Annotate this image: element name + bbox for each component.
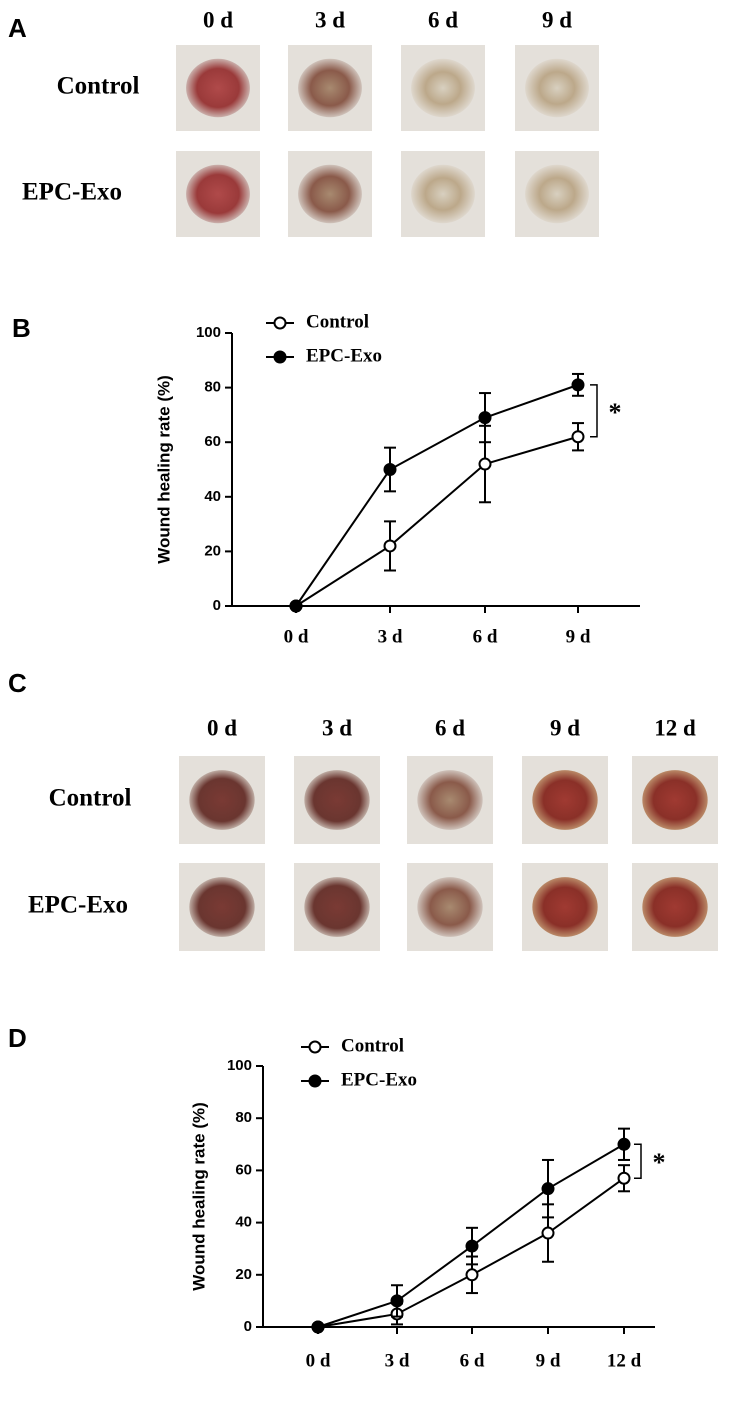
x-tick-label: 6 d	[460, 1350, 485, 1371]
column-header: 9 d	[550, 715, 580, 740]
y-tick-label: 60	[235, 1161, 252, 1178]
y-tick-label: 40	[235, 1214, 252, 1231]
y-tick-label: 0	[244, 1318, 252, 1335]
data-point	[465, 1268, 479, 1282]
row-label: Control	[49, 785, 132, 812]
x-tick-label: 9 d	[536, 1350, 561, 1371]
x-tick-label: 9 d	[566, 626, 591, 647]
photo-wound	[304, 770, 370, 830]
data-point	[289, 599, 303, 613]
data-point	[571, 430, 585, 444]
y-tick-label: 0	[213, 597, 221, 614]
photo-wound	[411, 58, 475, 118]
panel-letter: B	[12, 313, 31, 343]
row-label: EPC-Exo	[28, 892, 128, 919]
legend-marker	[273, 316, 287, 330]
data-point	[541, 1182, 555, 1196]
data-point	[390, 1294, 404, 1308]
data-point	[478, 411, 492, 425]
legend-label: Control	[306, 311, 369, 332]
data-point	[617, 1137, 631, 1151]
photo-wound	[189, 770, 255, 830]
x-tick-label: 6 d	[473, 626, 498, 647]
photo-wound	[189, 877, 255, 937]
photo-wound	[525, 58, 589, 118]
y-tick-label: 60	[204, 433, 221, 450]
significance-bracket	[590, 384, 598, 438]
y-tick-label: 20	[204, 542, 221, 559]
legend-marker	[308, 1074, 322, 1088]
photo-wound	[642, 877, 708, 937]
photo-wound	[642, 770, 708, 830]
y-axis-title: Wound healing rate (%)	[154, 375, 173, 564]
photo-wound	[186, 164, 250, 224]
significance-bracket	[634, 1143, 642, 1179]
row-label: EPC-Exo	[22, 179, 122, 206]
column-header: 3 d	[315, 7, 345, 32]
legend-marker	[273, 350, 287, 364]
x-tick-label: 0 d	[284, 626, 309, 647]
y-tick-label: 20	[235, 1266, 252, 1283]
y-axis-title: Wound healing rate (%)	[189, 1102, 208, 1291]
data-point	[383, 463, 397, 476]
y-tick-label: 40	[204, 488, 221, 505]
significance-mark: *	[653, 1148, 666, 1177]
column-header: 12 d	[654, 715, 696, 740]
series-line	[295, 383, 579, 607]
photo-wound	[186, 58, 250, 118]
y-tick-label: 100	[227, 1057, 252, 1074]
data-point	[478, 457, 492, 471]
series-line	[295, 435, 579, 607]
photo-wound	[532, 770, 598, 830]
x-tick-label: 3 d	[378, 626, 403, 647]
data-point	[311, 1320, 325, 1334]
legend-label: EPC-Exo	[306, 345, 382, 366]
data-point	[465, 1239, 479, 1253]
column-header: 0 d	[203, 7, 233, 32]
x-tick-label: 12 d	[607, 1350, 642, 1371]
photo-wound	[417, 877, 483, 937]
y-tick-label: 80	[204, 379, 221, 396]
panel-letter: C	[8, 668, 27, 698]
y-tick-label: 100	[196, 324, 221, 341]
x-tick-label: 0 d	[306, 1350, 331, 1371]
column-header: 6 d	[435, 715, 465, 740]
panel-letter: D	[8, 1023, 27, 1053]
photo-wound	[411, 164, 475, 224]
photo-wound	[417, 770, 483, 830]
legend-label: EPC-Exo	[341, 1069, 417, 1090]
significance-mark: *	[609, 398, 622, 427]
x-tick-label: 3 d	[385, 1350, 410, 1371]
row-label: Control	[57, 73, 140, 100]
photo-wound	[298, 164, 362, 224]
y-tick-label: 80	[235, 1109, 252, 1126]
data-point	[383, 539, 397, 553]
column-header: 3 d	[322, 715, 352, 740]
column-header: 6 d	[428, 7, 458, 32]
legend-marker	[308, 1040, 322, 1054]
photo-wound	[525, 164, 589, 224]
legend-label: Control	[341, 1035, 404, 1056]
panel-letter: A	[8, 13, 27, 43]
data-point	[617, 1171, 631, 1185]
data-point	[541, 1226, 555, 1240]
photo-wound	[298, 58, 362, 118]
column-header: 9 d	[542, 7, 572, 32]
photo-wound	[304, 877, 370, 937]
column-header: 0 d	[207, 715, 237, 740]
photo-wound	[532, 877, 598, 937]
data-point	[571, 378, 585, 392]
